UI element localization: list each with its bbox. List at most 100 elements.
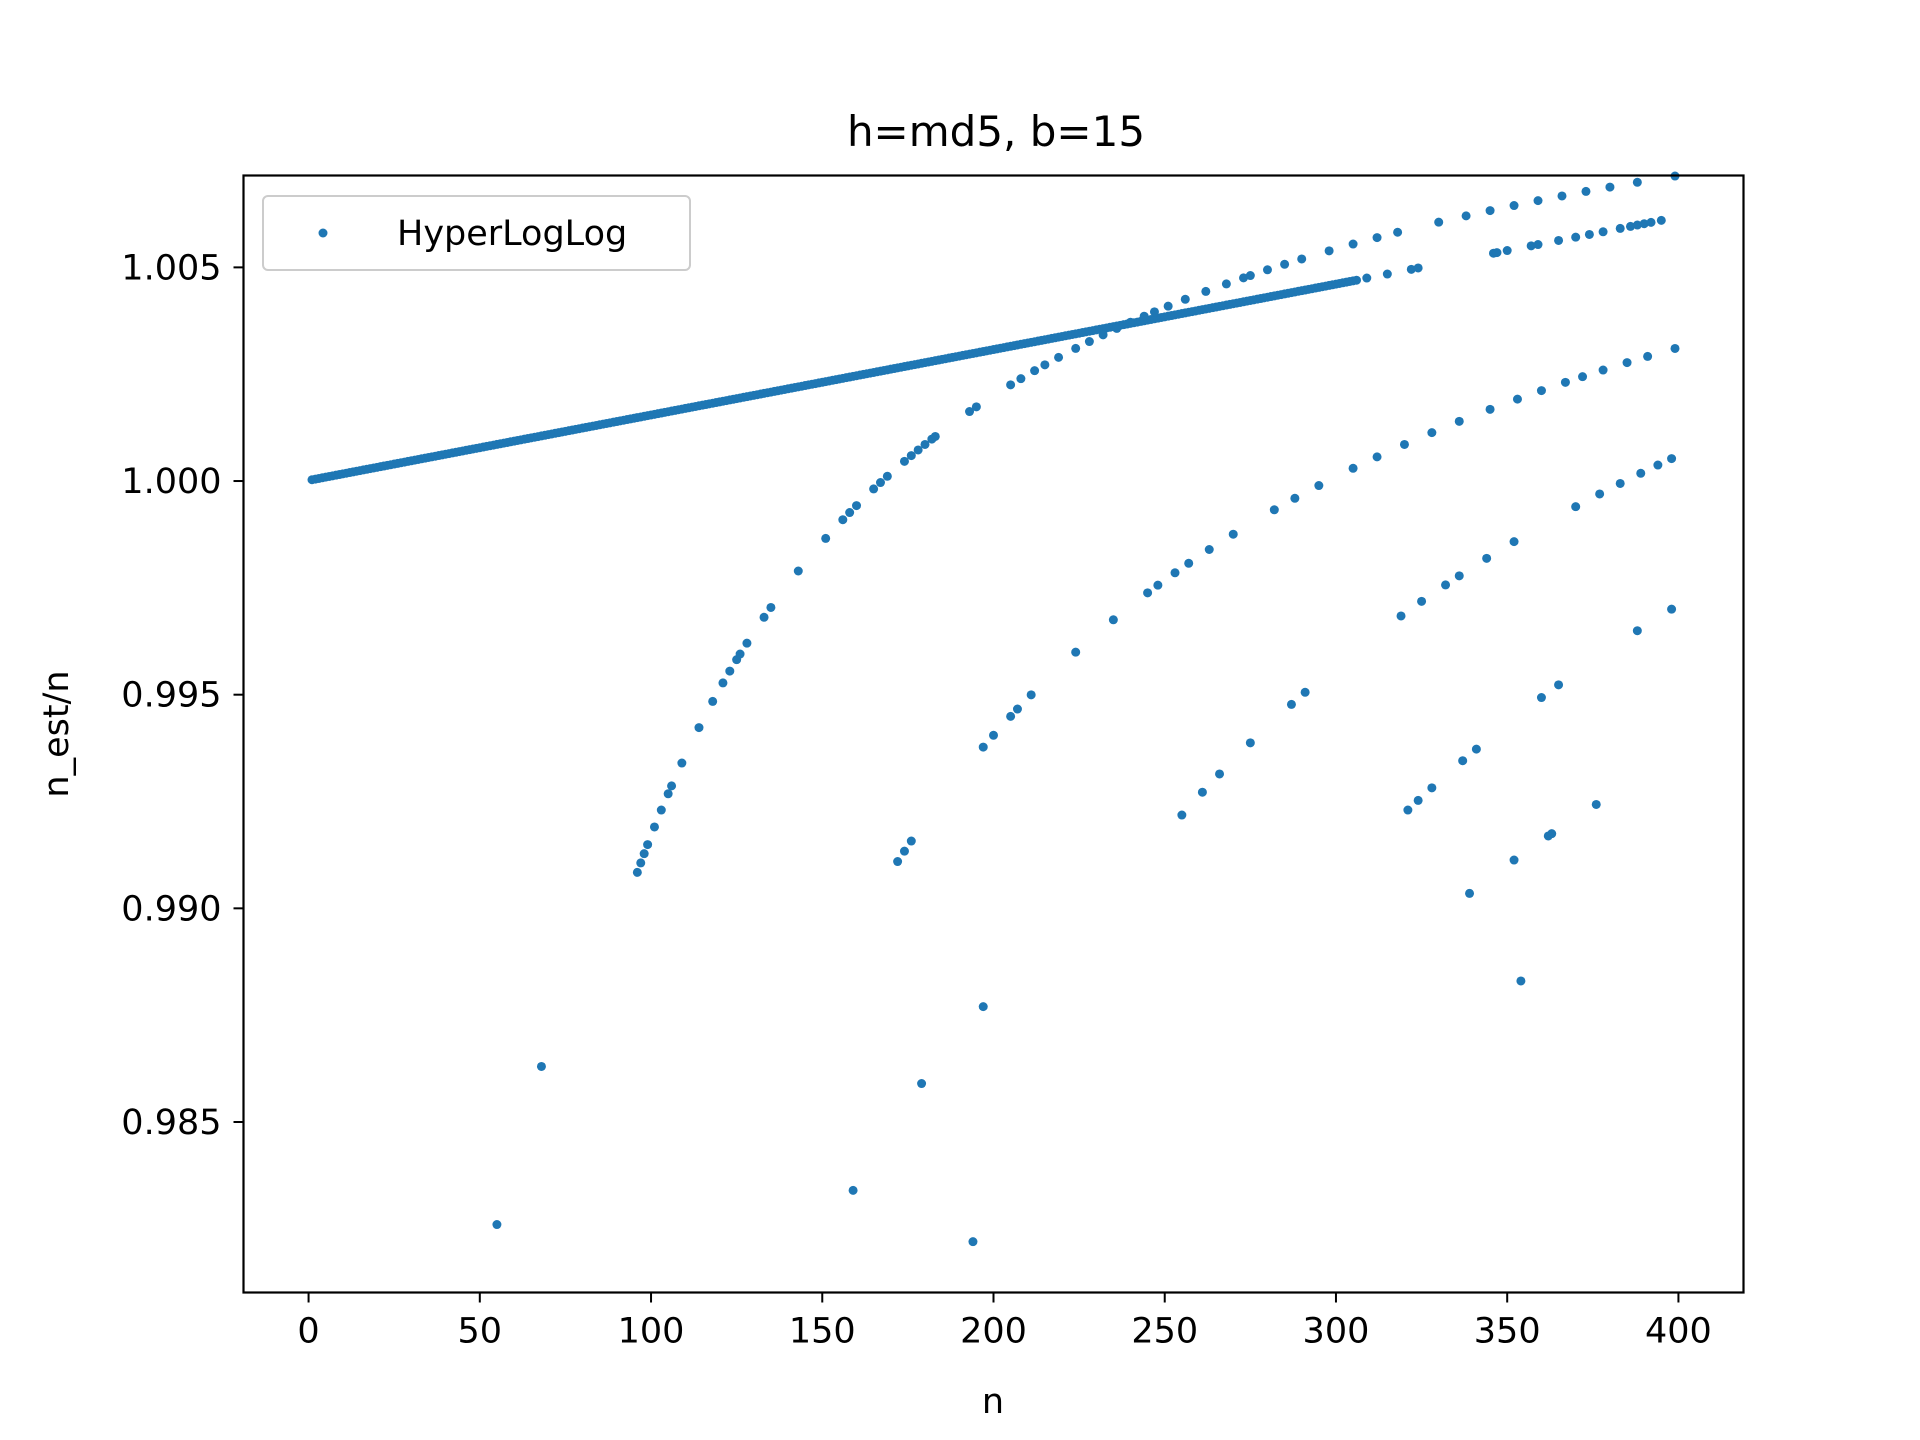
- scatter-point: [1352, 275, 1362, 285]
- scatter-point: [1536, 693, 1546, 703]
- scatter-point: [1615, 223, 1625, 233]
- scatter-point: [882, 471, 892, 481]
- scatter-point: [1245, 271, 1255, 281]
- scatter-point: [978, 742, 988, 752]
- x-tick-label: 0: [297, 1312, 319, 1352]
- scatter-point: [1012, 704, 1022, 714]
- scatter-point: [1040, 360, 1050, 370]
- scatter-point: [1403, 805, 1413, 815]
- legend-label-hyperloglog: HyperLogLog: [397, 214, 627, 254]
- scatter-point: [1509, 201, 1519, 211]
- scatter-point: [845, 508, 855, 518]
- scatter-point: [1643, 351, 1653, 361]
- scatter-point: [1441, 580, 1451, 590]
- scatter-point: [1526, 241, 1536, 251]
- scatter-point: [1280, 259, 1290, 269]
- scatter-point: [838, 515, 848, 525]
- scatter-point: [989, 730, 998, 740]
- scatter-point: [1554, 235, 1564, 245]
- scatter-point: [1639, 219, 1649, 229]
- scatter-point: [1201, 286, 1211, 296]
- scatter-point: [1512, 394, 1522, 404]
- scatter-point: [1221, 279, 1231, 289]
- scatter-point: [1406, 264, 1416, 274]
- scatter-point: [1547, 829, 1557, 839]
- scatter-point: [1509, 855, 1519, 865]
- x-tick-label: 400: [1645, 1312, 1712, 1352]
- scatter-point: [492, 1220, 502, 1230]
- scatter-point: [1184, 558, 1194, 568]
- scatter-point: [1399, 439, 1409, 449]
- scatter-point: [1372, 233, 1382, 243]
- scatter-point: [1646, 217, 1656, 227]
- scatter-point: [1372, 452, 1382, 462]
- scatter-point: [639, 849, 649, 859]
- scatter-point: [1591, 799, 1601, 809]
- scatter-point: [1180, 294, 1190, 304]
- scatter-point: [1622, 358, 1632, 368]
- scatter-point: [1667, 604, 1677, 614]
- scatter-point: [1536, 386, 1546, 396]
- x-tick-label: 150: [789, 1312, 856, 1352]
- scatter-point: [906, 451, 916, 461]
- scatter-point: [1143, 588, 1153, 598]
- scatter-point: [978, 1002, 988, 1012]
- x-tick-label: 300: [1303, 1312, 1370, 1352]
- scatter-point: [1324, 246, 1334, 256]
- x-tick-label: 50: [458, 1312, 503, 1352]
- y-axis-ticks: 0.985 0.990 0.995 1.000 1.005: [121, 248, 244, 1143]
- scatter-point: [1269, 505, 1279, 515]
- scatter-point: [1516, 976, 1526, 986]
- scatter-point: [1382, 269, 1392, 279]
- scatter-point: [1262, 265, 1272, 275]
- scatter-point: [1139, 311, 1149, 321]
- legend: HyperLogLog: [262, 195, 691, 271]
- scatter-point: [1006, 711, 1016, 721]
- scatter-point: [694, 723, 704, 733]
- scatter-point: [1615, 478, 1625, 488]
- scatter-points: [307, 171, 1680, 1247]
- legend-marker-hyperloglog: [318, 228, 328, 238]
- x-tick-label: 250: [1131, 1312, 1198, 1352]
- plot-area-frame: [242, 174, 1745, 1294]
- scatter-point: [1084, 337, 1094, 347]
- scatter-point: [1286, 699, 1296, 709]
- scatter-point: [649, 822, 659, 832]
- scatter-point: [1112, 323, 1122, 333]
- scatter-point: [920, 439, 930, 449]
- scatter-point: [1016, 374, 1026, 384]
- scatter-point: [725, 666, 735, 676]
- scatter-point: [1653, 460, 1663, 470]
- scatter-point: [1177, 810, 1187, 820]
- scatter-point: [1625, 221, 1635, 231]
- scatter-point: [1502, 246, 1512, 256]
- scatter-point: [1571, 502, 1581, 512]
- y-tick-label: 1.005: [121, 248, 221, 288]
- scatter-point: [869, 484, 879, 494]
- scatter-point: [821, 533, 831, 543]
- scatter-point: [1598, 365, 1608, 375]
- scatter-point: [1348, 239, 1358, 249]
- scatter-point: [1098, 330, 1108, 340]
- x-tick-label: 100: [618, 1312, 685, 1352]
- scatter-point: [1006, 380, 1016, 390]
- scatter-point: [1454, 571, 1464, 581]
- y-tick-label: 0.990: [121, 889, 221, 929]
- scatter-point: [848, 1185, 858, 1195]
- scatter-point: [1228, 529, 1238, 539]
- scatter-point: [852, 501, 862, 511]
- scatter-point: [1471, 744, 1481, 754]
- scatter-point: [1362, 273, 1372, 283]
- scatter-point: [1554, 680, 1564, 690]
- scatter-point: [663, 789, 673, 799]
- chart-title: h=md5, b=15: [847, 107, 1145, 156]
- scatter-point: [793, 566, 803, 576]
- scatter-point: [1071, 343, 1081, 353]
- scatter-point: [1584, 229, 1594, 239]
- scatter-point: [1239, 273, 1248, 283]
- scatter-point: [1454, 416, 1464, 426]
- scatter-point: [906, 836, 916, 846]
- scatter-point: [1434, 217, 1444, 227]
- scatter-point: [917, 1079, 927, 1089]
- scatter-point: [1670, 343, 1680, 353]
